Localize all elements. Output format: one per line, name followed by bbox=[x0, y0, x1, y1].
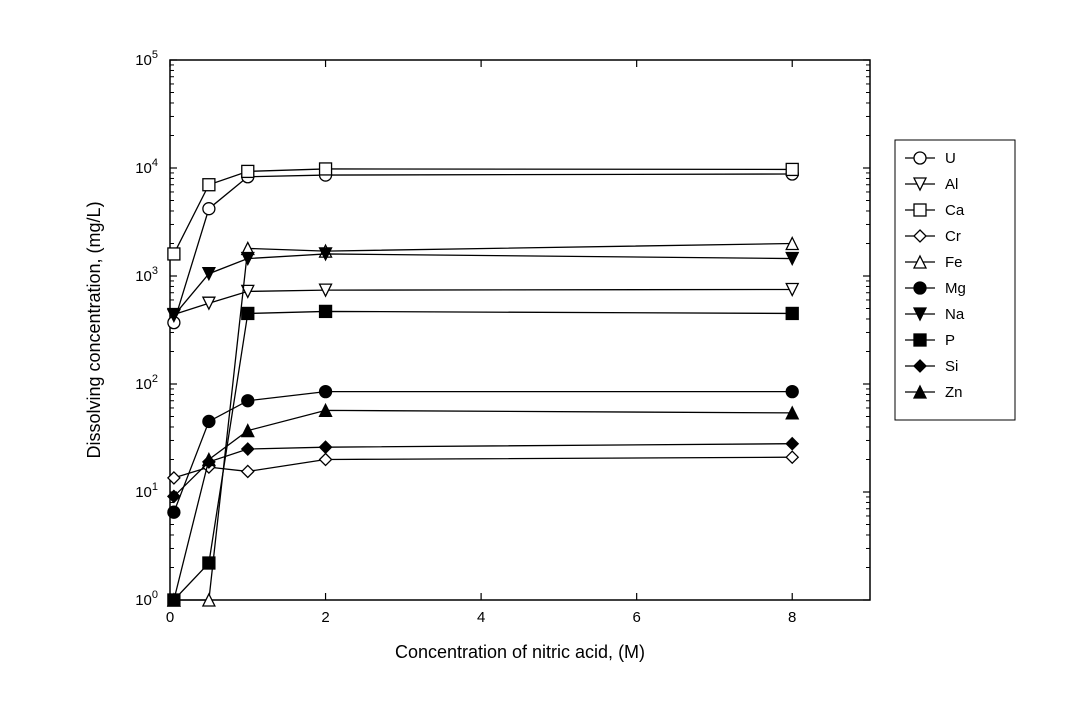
marker-circle bbox=[242, 395, 254, 407]
legend-label: Ca bbox=[945, 202, 965, 219]
legend-label: U bbox=[945, 150, 956, 167]
chart-svg: 02468Concentration of nitric acid, (M)10… bbox=[0, 0, 1068, 707]
marker-square bbox=[168, 248, 180, 260]
legend-label: Fe bbox=[945, 254, 963, 271]
marker-square bbox=[203, 179, 215, 191]
marker-circle bbox=[914, 282, 926, 294]
legend-label: Si bbox=[945, 358, 958, 375]
legend-label: Na bbox=[945, 306, 965, 323]
marker-circle bbox=[203, 203, 215, 215]
marker-square bbox=[786, 307, 798, 319]
marker-circle bbox=[786, 386, 798, 398]
marker-square bbox=[914, 334, 926, 346]
marker-square bbox=[914, 204, 926, 216]
x-tick-label: 0 bbox=[166, 609, 174, 626]
chart-container: 02468Concentration of nitric acid, (M)10… bbox=[0, 0, 1068, 707]
legend-label: Mg bbox=[945, 280, 966, 297]
legend-label: Cr bbox=[945, 228, 961, 245]
marker-circle bbox=[168, 506, 180, 518]
x-axis-label: Concentration of nitric acid, (M) bbox=[395, 642, 645, 662]
x-tick-label: 6 bbox=[632, 609, 640, 626]
marker-square bbox=[320, 163, 332, 175]
marker-circle bbox=[203, 415, 215, 427]
marker-circle bbox=[320, 386, 332, 398]
marker-square bbox=[786, 163, 798, 175]
x-tick-label: 4 bbox=[477, 609, 485, 626]
marker-square bbox=[320, 305, 332, 317]
legend-label: P bbox=[945, 332, 955, 349]
x-tick-label: 8 bbox=[788, 609, 796, 626]
marker-square bbox=[242, 307, 254, 319]
x-tick-label: 2 bbox=[321, 609, 329, 626]
y-axis-label: Dissolving concentration, (mg/L) bbox=[84, 201, 104, 458]
legend-label: Zn bbox=[945, 384, 963, 401]
marker-square bbox=[203, 557, 215, 569]
marker-square bbox=[242, 165, 254, 177]
legend-label: Al bbox=[945, 176, 958, 193]
marker-circle bbox=[914, 152, 926, 164]
